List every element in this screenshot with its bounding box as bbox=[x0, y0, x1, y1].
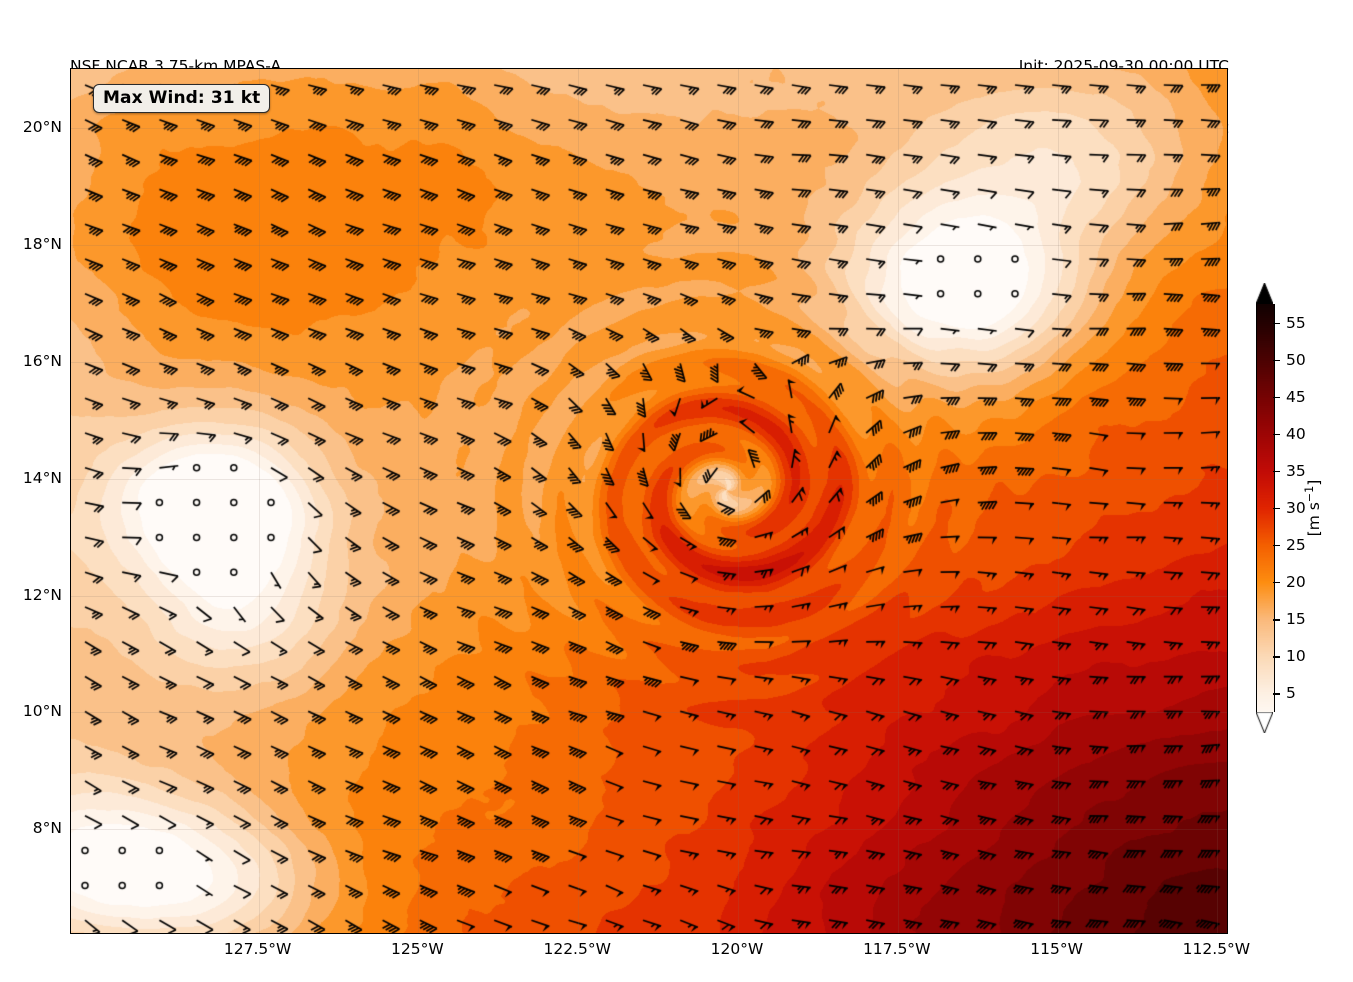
gridline-vertical bbox=[1057, 69, 1059, 933]
y-tick-label: 18°N bbox=[22, 234, 62, 253]
colorbar-tick-label: 10 bbox=[1286, 647, 1306, 666]
colorbar-tick-mark bbox=[1273, 693, 1280, 695]
map-plot-area[interactable]: Max Wind: 31 kt bbox=[70, 68, 1228, 934]
colorbar-extend-min-arrow bbox=[1256, 712, 1273, 733]
wind-barb-overlay bbox=[71, 69, 1227, 933]
colorbar-tick-mark bbox=[1273, 433, 1280, 436]
colorbar-tick-label: 40 bbox=[1286, 424, 1306, 443]
gridline-horizontal bbox=[71, 478, 1227, 480]
colorbar-tick-mark bbox=[1273, 508, 1280, 510]
colorbar-tick-label: 35 bbox=[1286, 461, 1306, 480]
colorbar-tick-label: 15 bbox=[1286, 610, 1306, 629]
y-tick-label: 14°N bbox=[22, 468, 62, 487]
max-wind-badge: Max Wind: 31 kt bbox=[93, 84, 271, 113]
x-tick-mark bbox=[1058, 933, 1059, 934]
gridline-vertical bbox=[1217, 69, 1219, 933]
x-tick-mark bbox=[418, 933, 419, 934]
gridline-vertical bbox=[738, 69, 739, 933]
y-tick-label: 10°N bbox=[22, 702, 62, 721]
colorbar-tick-label: 20 bbox=[1286, 573, 1306, 592]
x-tick-mark bbox=[1217, 933, 1218, 934]
x-tick-mark bbox=[578, 933, 579, 934]
x-tick-label: 115°W bbox=[1030, 940, 1083, 958]
gridline-horizontal bbox=[71, 595, 1227, 597]
x-tick-mark bbox=[738, 933, 739, 934]
x-tick-mark bbox=[898, 933, 899, 934]
x-tick-label: 125°W bbox=[391, 940, 444, 958]
gridline-vertical bbox=[418, 69, 420, 933]
gridline-horizontal bbox=[71, 712, 1227, 714]
axis-ticks bbox=[71, 69, 1227, 933]
colorbar-title: [m s−1] bbox=[1302, 479, 1324, 537]
colorbar-tick-label: 50 bbox=[1286, 350, 1306, 369]
colorbar-tick-label: 55 bbox=[1286, 313, 1306, 332]
x-tick-label: 120°W bbox=[710, 940, 764, 958]
colorbar-tick-mark bbox=[1273, 359, 1280, 361]
colorbar-tick-mark bbox=[1273, 396, 1280, 399]
gridline-horizontal bbox=[71, 127, 1227, 129]
colorbar-tick-mark bbox=[1273, 582, 1280, 584]
y-tick-label: 20°N bbox=[22, 117, 62, 136]
colorbar-tick-mark bbox=[1273, 322, 1280, 324]
y-tick-label: 8°N bbox=[32, 819, 62, 838]
gridline-horizontal bbox=[71, 829, 1227, 831]
x-tick-label: 127.5°W bbox=[223, 940, 292, 958]
colorbar-tick-label: 5 bbox=[1286, 684, 1296, 703]
x-tick-label: 117.5°W bbox=[863, 940, 931, 958]
colorbar-tick-label: 30 bbox=[1286, 499, 1306, 517]
x-tick-label: 112.5°W bbox=[1182, 940, 1251, 958]
y-tick-label: 16°N bbox=[22, 351, 62, 370]
x-tick-label: 122.5°W bbox=[543, 940, 611, 958]
colorbar-tick-mark bbox=[1273, 656, 1280, 658]
x-tick-mark bbox=[259, 933, 260, 934]
gridline-vertical bbox=[258, 69, 260, 933]
colorbar-extend-max-arrow bbox=[1256, 283, 1273, 304]
gridline-horizontal bbox=[71, 244, 1227, 246]
colorbar-units-exponent: −1 bbox=[1302, 485, 1316, 503]
colorbar-tick-mark bbox=[1273, 470, 1280, 473]
gridline-vertical bbox=[578, 69, 580, 933]
colorbar-tick-label: 25 bbox=[1286, 536, 1306, 555]
map-gridlines bbox=[71, 69, 1227, 933]
colorbar-tick-mark bbox=[1273, 545, 1280, 547]
colorbar-tick-label: 45 bbox=[1286, 387, 1306, 406]
gridline-vertical bbox=[897, 69, 899, 933]
gridline-horizontal bbox=[71, 361, 1227, 363]
colorbar[interactable]: 5 10 15 20 25 30 35 40 45 50 55 bbox=[1256, 283, 1306, 733]
colorbar-tick-mark bbox=[1273, 619, 1280, 621]
y-tick-label: 12°N bbox=[22, 585, 62, 604]
